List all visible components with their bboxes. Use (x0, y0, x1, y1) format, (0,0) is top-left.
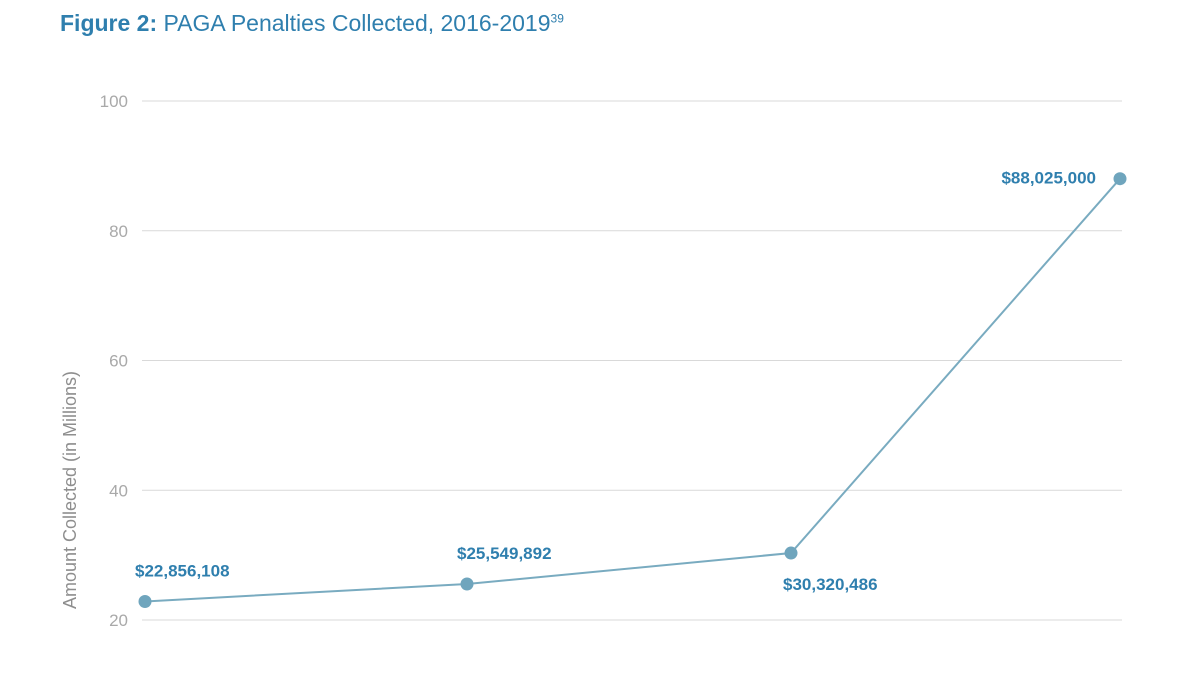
data-point (460, 577, 474, 591)
y-tick-label: 20 (109, 611, 128, 630)
chart-title-lead: Figure 2: (60, 10, 158, 36)
data-point (784, 546, 798, 560)
chart-title: Figure 2: PAGA Penalties Collected, 2016… (60, 10, 564, 37)
y-tick-label: 80 (109, 222, 128, 241)
data-label: $25,549,892 (457, 544, 552, 563)
y-tick-label: 100 (100, 92, 128, 111)
data-label: $22,856,108 (135, 561, 230, 580)
data-label: $30,320,486 (783, 575, 878, 594)
y-tick-label: 40 (109, 481, 128, 500)
y-axis-title: Amount Collected (in Millions) (60, 371, 80, 609)
y-tick-label: 60 (109, 352, 128, 371)
data-label: $88,025,000 (1001, 169, 1096, 188)
series-line (144, 178, 1121, 603)
data-point (138, 594, 152, 608)
chart-title-footnote: 39 (550, 11, 564, 26)
data-point (1113, 172, 1127, 186)
chart-title-text: PAGA Penalties Collected, 2016-2019 (163, 10, 551, 36)
